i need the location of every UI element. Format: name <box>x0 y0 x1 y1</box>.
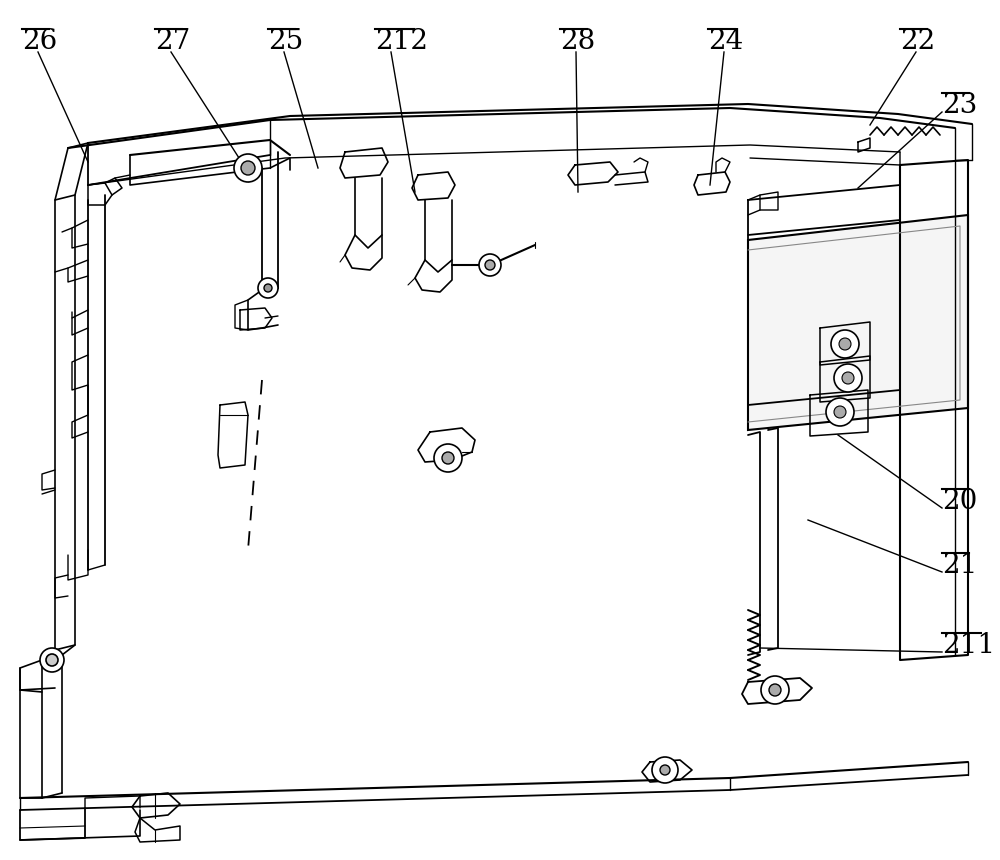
Polygon shape <box>748 215 968 430</box>
Text: 25: 25 <box>268 28 303 55</box>
Circle shape <box>831 330 859 358</box>
Circle shape <box>241 161 255 175</box>
Text: 21: 21 <box>942 552 977 579</box>
Text: 23: 23 <box>942 92 977 119</box>
Circle shape <box>258 278 278 298</box>
Circle shape <box>40 648 64 672</box>
Text: 28: 28 <box>560 28 595 55</box>
Circle shape <box>46 654 58 666</box>
Circle shape <box>442 452 454 464</box>
Circle shape <box>479 254 501 276</box>
Text: 211: 211 <box>942 632 995 659</box>
Text: 212: 212 <box>375 28 428 55</box>
Text: 24: 24 <box>708 28 743 55</box>
Circle shape <box>842 372 854 384</box>
Circle shape <box>485 260 495 270</box>
Circle shape <box>434 444 462 472</box>
Circle shape <box>264 284 272 292</box>
Text: 27: 27 <box>155 28 190 55</box>
Text: 20: 20 <box>942 488 977 515</box>
Text: 26: 26 <box>22 28 57 55</box>
Circle shape <box>234 154 262 182</box>
Circle shape <box>652 757 678 783</box>
Circle shape <box>769 684 781 696</box>
Circle shape <box>839 338 851 350</box>
Circle shape <box>761 676 789 704</box>
Circle shape <box>834 406 846 418</box>
Circle shape <box>826 398 854 426</box>
Circle shape <box>834 364 862 392</box>
Circle shape <box>660 765 670 775</box>
Text: 22: 22 <box>900 28 935 55</box>
